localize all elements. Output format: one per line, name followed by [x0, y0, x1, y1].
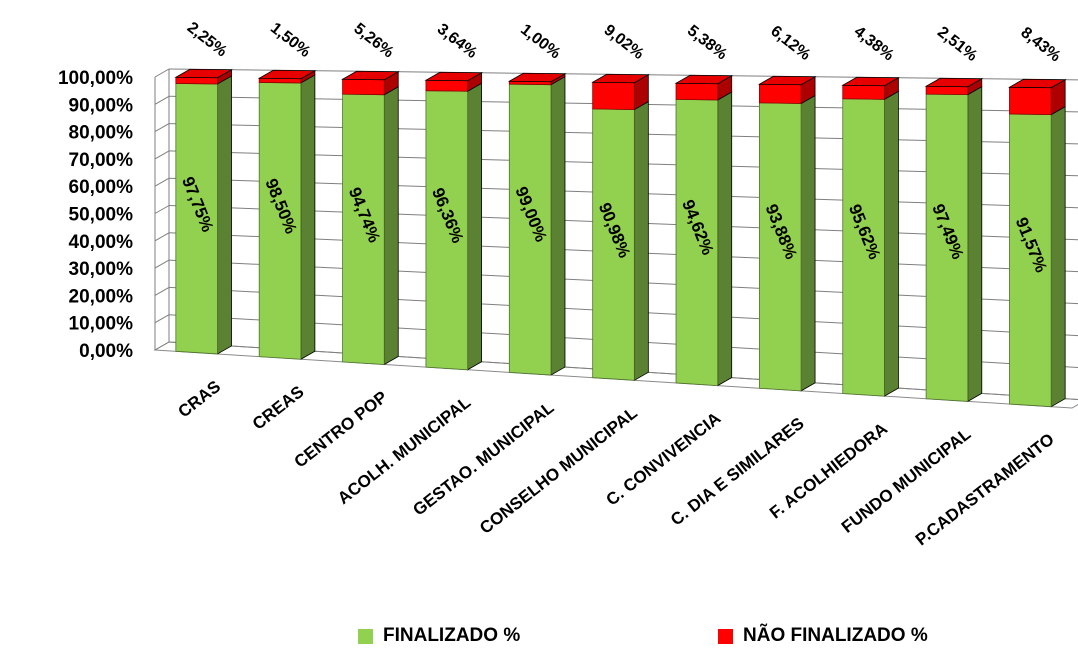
x-tick-label: CONSELHO MUNICIPAL	[476, 403, 641, 538]
bar-nao-finalizado	[675, 82, 719, 101]
bar-finalizado-side	[1050, 105, 1066, 408]
y-tick-label: 90,00%	[69, 95, 134, 116]
bar-top	[924, 77, 984, 88]
data-label-nao-finalizado: 2,25%	[184, 19, 230, 60]
data-label-nao-finalizado: 5,38%	[684, 22, 730, 63]
y-tick-label: 10,00%	[69, 314, 134, 335]
gridline-side	[154, 177, 170, 187]
bar-nao-finalizado	[758, 83, 802, 104]
bar-finalizado-side	[217, 75, 232, 355]
y-tick-label: 50,00%	[69, 205, 134, 226]
bar-finalizado-side	[967, 85, 983, 403]
data-label-nao-finalizado: 3,64%	[434, 21, 480, 62]
x-tick-label: CREAS	[249, 382, 308, 434]
x-tick-label: CENTRO POP	[291, 387, 391, 471]
data-label-nao-finalizado: 8,43%	[1017, 24, 1063, 65]
y-tick-label: 60,00%	[69, 177, 134, 198]
bar-finalizado-side	[467, 82, 483, 371]
gridline-side	[154, 68, 170, 78]
bar-top	[1008, 78, 1067, 89]
y-tick-label: 70,00%	[69, 150, 134, 171]
y-tick-label: 80,00%	[69, 123, 134, 144]
bar-10: 97,49%	[924, 77, 984, 403]
bar-finalizado-side	[717, 91, 733, 387]
data-label-nao-finalizado: 5,26%	[350, 20, 396, 61]
y-tick-label: 0,00%	[79, 341, 133, 362]
gridline-side	[154, 232, 170, 242]
bar-2: 98,50%	[257, 69, 317, 360]
bar-finalizado-side	[800, 94, 816, 392]
data-label-nao-finalizado: 9,02%	[601, 22, 647, 63]
bar-nao-finalizado	[425, 79, 469, 92]
bar-top	[174, 68, 233, 79]
gridline-side	[154, 205, 170, 214]
bar-nao-finalizado	[592, 81, 635, 110]
bar-nao-finalizado	[842, 84, 885, 100]
data-label-nao-finalizado: 6,12%	[767, 23, 813, 64]
bar-nao-finalizado	[342, 78, 385, 96]
bar-top	[507, 72, 567, 83]
x-tick-label: CRAS	[174, 377, 224, 422]
bar-finalizado-side	[383, 86, 399, 366]
bar-nao-finalizado	[175, 76, 218, 85]
bar-9: 95,62%	[841, 76, 900, 397]
gridline-side	[154, 150, 170, 160]
legend-item-nao-finalizado: NÃO FINALIZADO %	[718, 625, 928, 647]
bar-top	[257, 69, 317, 80]
y-axis: 0,00% 10,00% 20,00% 30,00% 40,00% 50,00% 60,00…	[58, 68, 170, 362]
bar-top	[591, 73, 650, 84]
gridline-side	[154, 286, 170, 296]
bar-nao-finalizado	[1009, 86, 1052, 116]
bar-5: 99,00%	[507, 72, 567, 376]
bar-6: 90,98%	[591, 73, 650, 382]
top-labels: 2,25% 1,50% 5,26% 3,64% 1,00% 9,02% 5,38% 6,12%…	[184, 19, 1064, 65]
bar-7: 94,62%	[674, 74, 734, 387]
y-tick-label: 40,00%	[69, 232, 134, 253]
bar-1: 97,75%	[174, 68, 233, 355]
y-tick-label: 20,00%	[69, 286, 134, 307]
bar-top	[341, 70, 400, 81]
bar-top	[424, 71, 484, 82]
data-label-nao-finalizado: 1,00%	[517, 21, 563, 62]
bar-11: 91,57%	[1008, 78, 1067, 408]
data-label-nao-finalizado: 2,51%	[934, 24, 980, 65]
legend-swatch-nao-finalizado	[718, 628, 733, 644]
legend-swatch-finalizado	[358, 628, 373, 644]
bar-finalizado-side	[550, 75, 566, 376]
bar-top	[757, 75, 817, 86]
bar-group: 97,75% 98,50% 94,74% 96,36% 99,00% 90,98% 94,6…	[174, 68, 1067, 408]
legend-item-finalizado: FINALIZADO %	[358, 625, 520, 647]
data-label-nao-finalizado: 4,38%	[851, 23, 897, 64]
bar-4: 96,36%	[424, 71, 484, 371]
bar-nao-finalizado	[925, 85, 969, 96]
bar-3: 94,74%	[341, 70, 400, 366]
data-label-nao-finalizado: 1,50%	[267, 20, 313, 61]
gridline-side	[154, 341, 170, 351]
legend-label-finalizado: FINALIZADO %	[383, 625, 521, 646]
y-tick-label: 100,00%	[58, 68, 133, 89]
bar-finalizado-side	[884, 90, 899, 397]
gridline-side	[154, 123, 170, 133]
legend-label-nao-finalizado: NÃO FINALIZADO %	[743, 625, 928, 646]
gridline-side	[154, 259, 170, 269]
gridline-side	[154, 95, 170, 105]
bar-8: 93,88%	[757, 75, 817, 392]
y-tick-label: 30,00%	[69, 259, 134, 280]
bar-finalizado-side	[300, 74, 316, 360]
bar-top	[674, 74, 734, 85]
bar-finalizado-side	[633, 100, 649, 382]
gridline-side	[154, 314, 170, 324]
bar-top	[841, 76, 900, 87]
